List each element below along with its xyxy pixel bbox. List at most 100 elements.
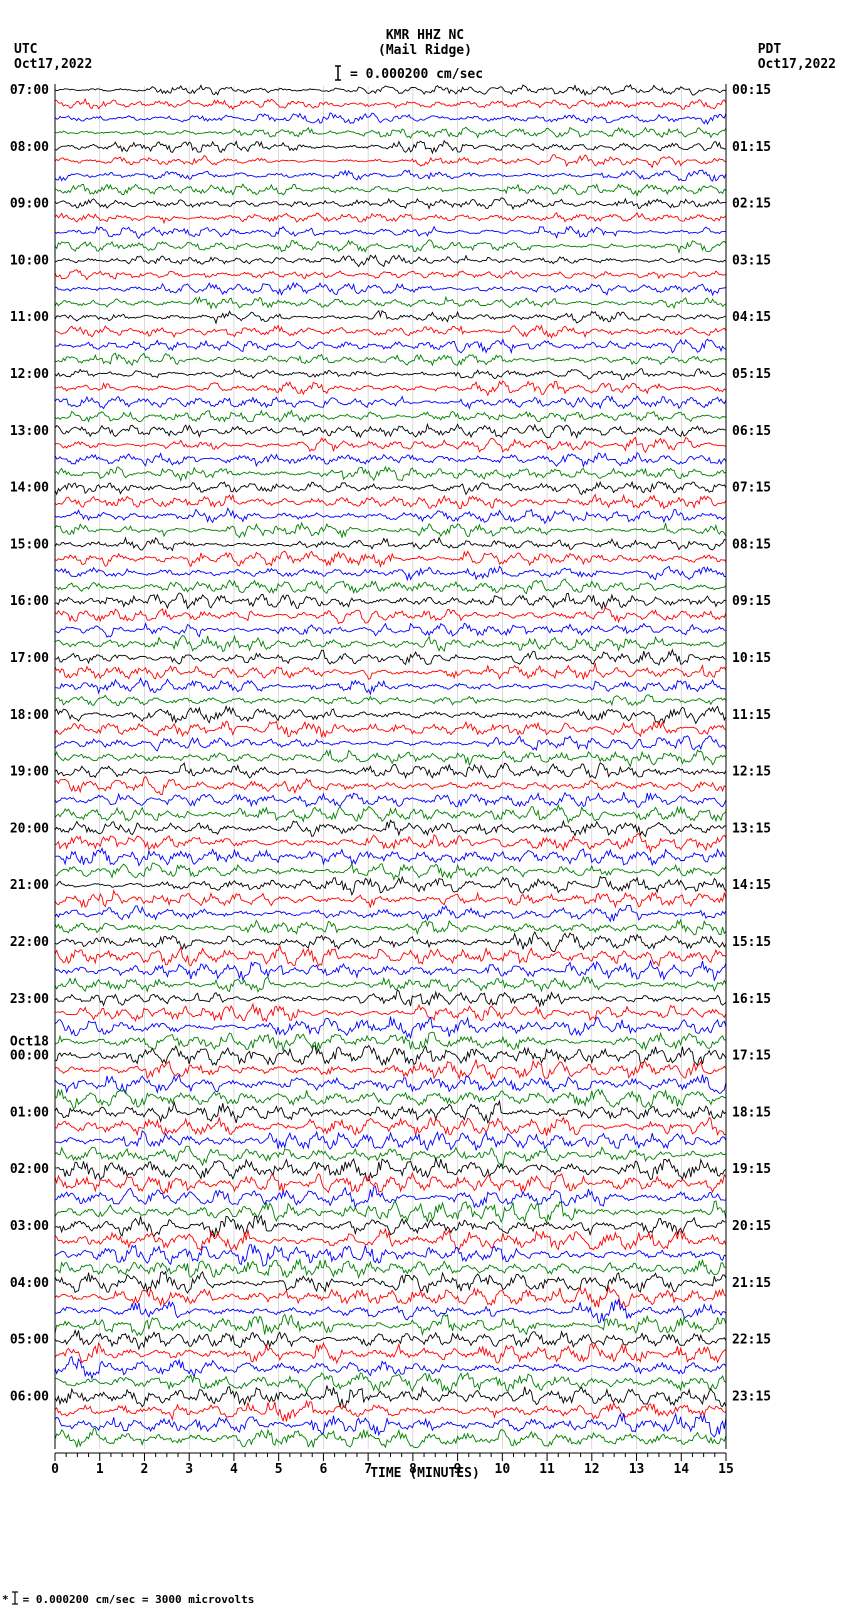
time-label-left: 16:00 [10,594,49,609]
trace-row [55,270,726,280]
time-label-left: 12:00 [10,367,49,382]
time-label-right: 13:15 [732,821,771,836]
footer-text: = 0.000200 cm/sec = 3000 microvolts [23,1593,255,1606]
trace-row [55,1314,726,1335]
time-label-left: 23:00 [10,992,49,1007]
time-label-right: 19:15 [732,1162,771,1177]
trace-row [55,255,726,266]
trace-row [55,566,726,579]
trace-row [55,198,726,209]
trace-row [55,1287,726,1307]
trace-row [55,920,726,935]
trace-row [55,1428,726,1447]
time-label-right: 17:15 [732,1049,771,1064]
trace-row [55,240,726,253]
trace-row [55,113,726,124]
trace-row [55,792,726,807]
time-label-right: 14:15 [732,878,771,893]
time-label-left: 07:00 [10,83,49,98]
time-label-left: 10:00 [10,253,49,268]
trace-row [55,678,726,694]
trace-row [55,184,726,195]
trace-row [55,579,726,594]
trace-row [55,297,726,308]
trace-row [55,438,726,453]
trace-row [55,834,726,852]
trace-row [55,369,726,380]
trace-row [55,85,726,95]
time-label-right: 18:15 [732,1105,771,1120]
trace-row [55,353,726,365]
trace-row [55,141,726,153]
trace-row [55,1060,726,1080]
trace-row [55,961,726,980]
trace-row [55,127,726,138]
trace-row [55,213,726,223]
time-label-left: 01:00 [10,1105,49,1120]
trace-row [55,721,726,737]
trace-row [55,495,726,509]
seismogram-plot: 012345678910111213141507:0008:0009:0010:… [0,0,850,1550]
trace-row [55,763,726,778]
time-label-right: 06:15 [732,424,771,439]
time-label-left: 13:00 [10,424,49,439]
time-label-left: 20:00 [10,821,49,836]
time-label-left: 09:00 [10,197,49,212]
trace-row [55,1357,726,1379]
time-label-right: 22:15 [732,1333,771,1348]
time-label-right: 15:15 [732,935,771,950]
trace-row [55,905,726,921]
trace-row [55,1216,726,1237]
time-label-right: 00:15 [732,83,771,98]
time-label-right: 23:15 [732,1389,771,1404]
trace-row [55,551,726,566]
trace-row [55,283,726,295]
trace-row [55,1146,726,1166]
trace-row [55,607,726,623]
time-label-right: 04:15 [732,310,771,325]
time-label-left: 00:00 [10,1049,49,1064]
trace-row [55,453,726,467]
trace-row [55,482,726,495]
trace-row [55,1299,726,1322]
time-label-left: 15:00 [10,537,49,552]
trace-row [55,1373,726,1393]
trace-row [55,1017,726,1038]
time-label-left: 11:00 [10,310,49,325]
trace-row [55,650,726,665]
trace-row [55,411,726,422]
trace-row [55,538,726,551]
trace-row [55,706,726,724]
trace-row [55,508,726,523]
trace-row [55,424,726,437]
time-label-right: 12:15 [732,765,771,780]
trace-row [55,946,726,966]
time-label-left: 03:00 [10,1219,49,1234]
trace-row [55,155,726,168]
trace-row [55,848,726,865]
footer-asterisk: * [2,1593,9,1606]
time-label-left: Oct18 [10,1034,49,1049]
trace-row [55,381,726,395]
time-label-right: 01:15 [732,140,771,155]
trace-row [55,623,726,637]
trace-row [55,1201,726,1223]
time-label-right: 02:15 [732,197,771,212]
trace-row [55,750,726,766]
xaxis-label: TIME (MINUTES) [0,1466,850,1481]
trace-row [55,339,726,353]
time-label-right: 11:15 [732,708,771,723]
time-label-right: 05:15 [732,367,771,382]
trace-row [55,1075,726,1094]
time-label-right: 21:15 [732,1276,771,1291]
trace-row [55,820,726,836]
trace-row [55,311,726,323]
trace-row [55,226,726,238]
time-label-left: 18:00 [10,708,49,723]
trace-row [55,99,726,109]
time-label-right: 10:15 [732,651,771,666]
trace-row [55,695,726,706]
footer-scale-bar-icon [9,1591,23,1607]
trace-row [55,326,726,338]
trace-row [55,977,726,992]
